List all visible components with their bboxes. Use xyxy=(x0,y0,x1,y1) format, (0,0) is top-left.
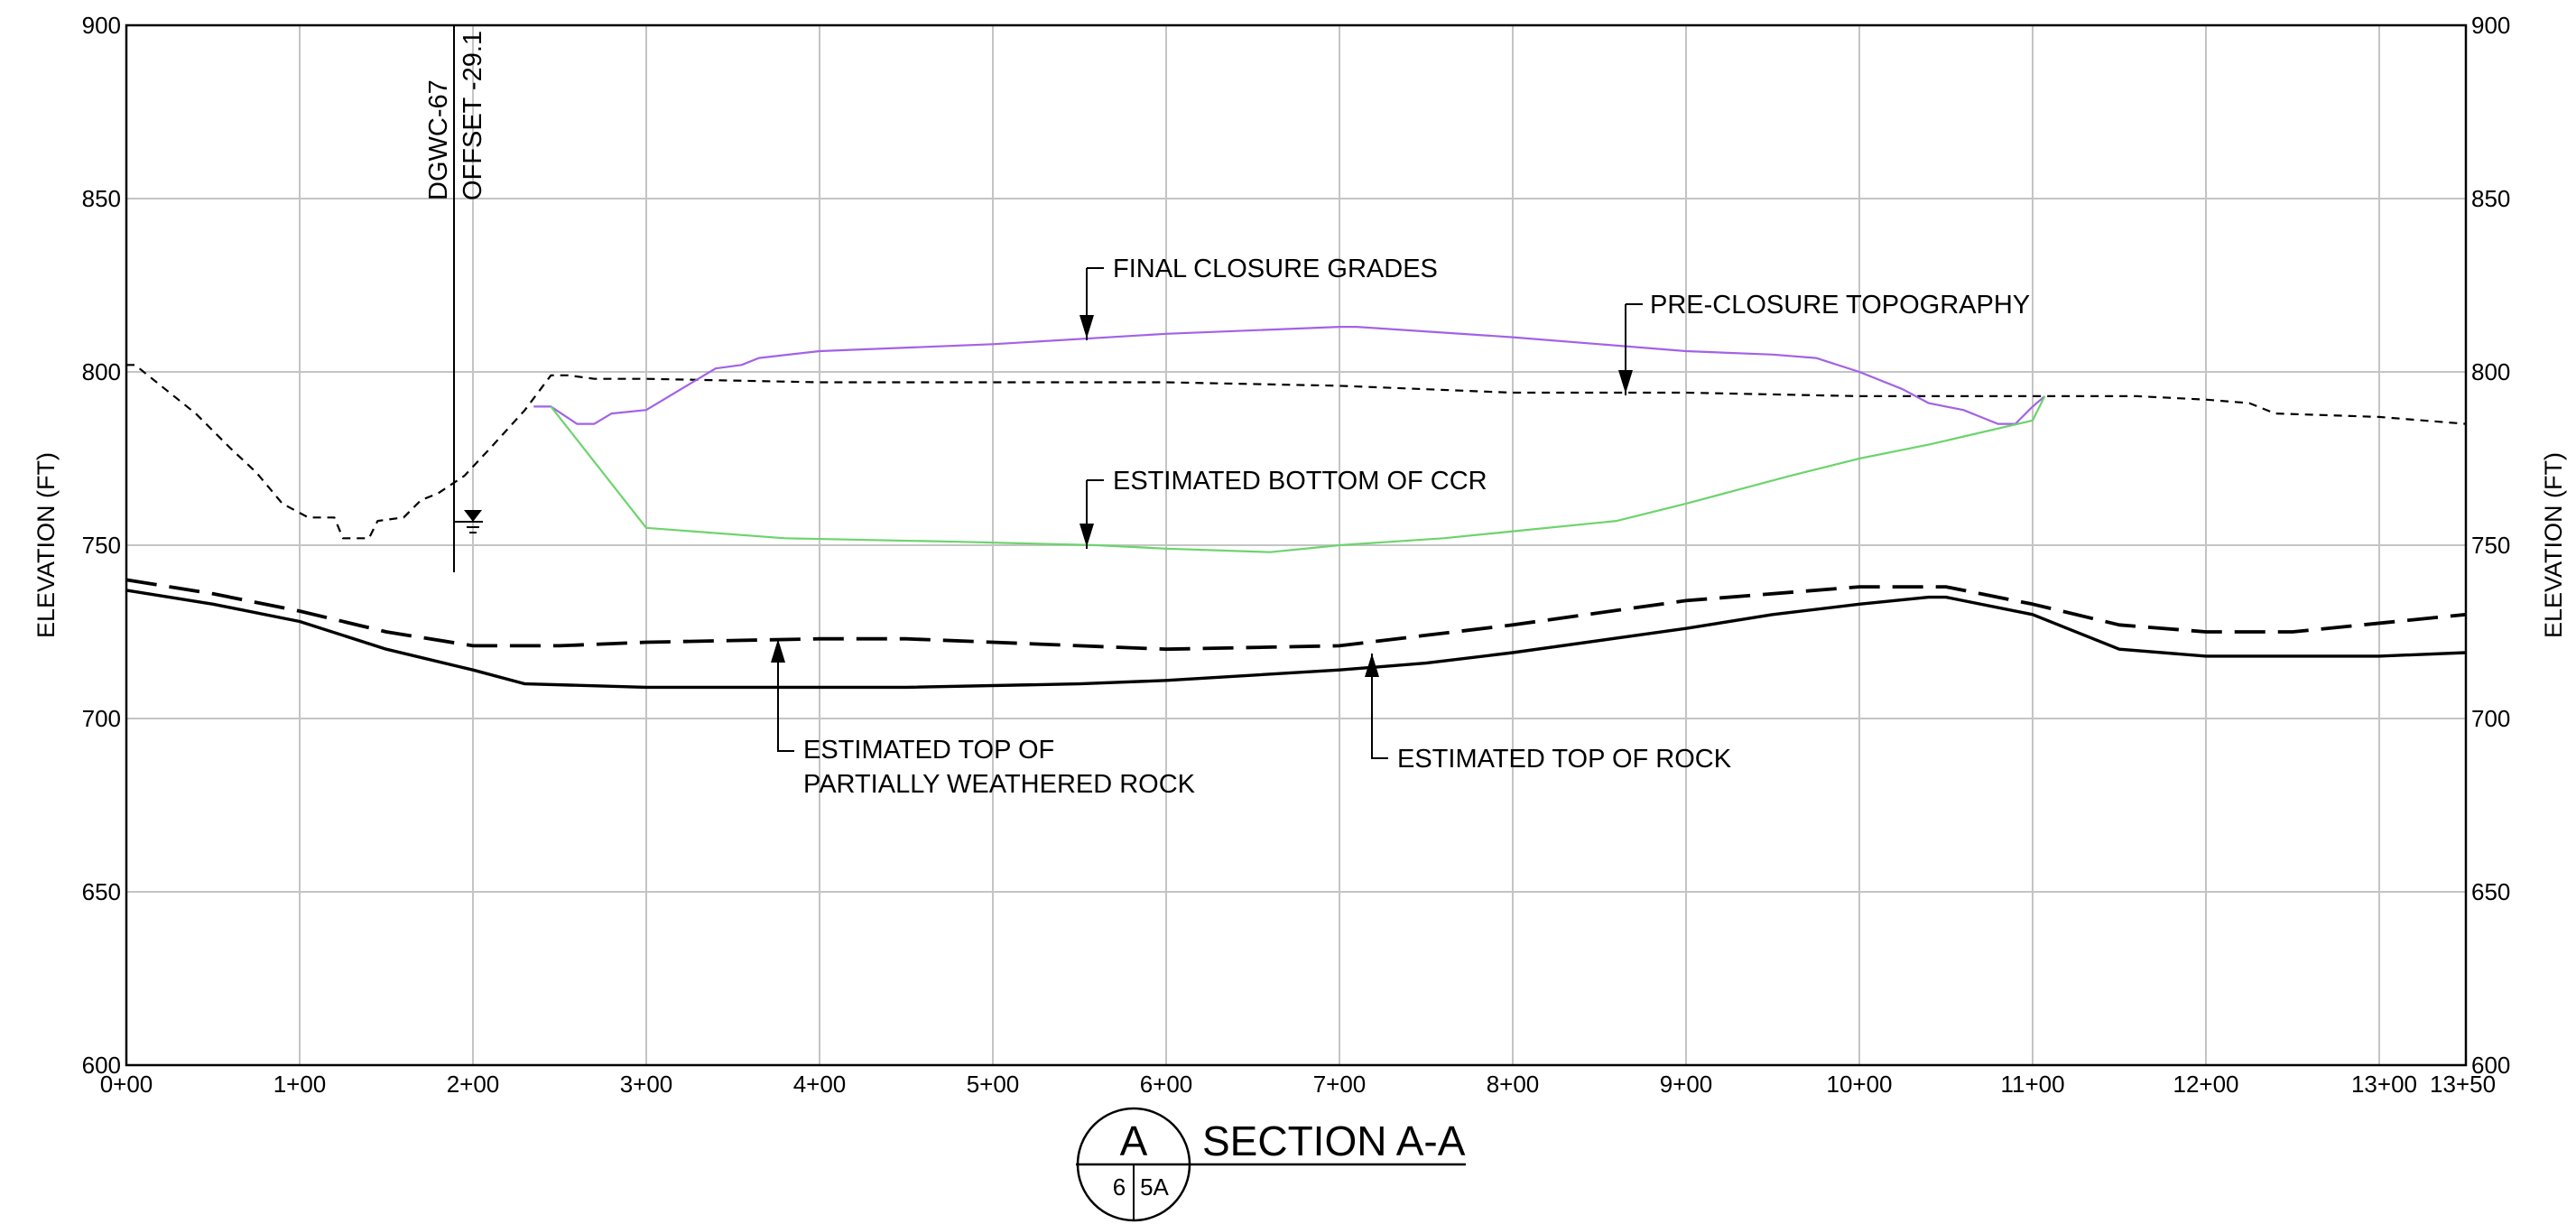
callout-final-closure-grades: FINAL CLOSURE GRADES xyxy=(1080,255,1438,340)
y-tick-label-left: 850 xyxy=(82,185,121,212)
grid xyxy=(126,25,2466,1065)
y-tick-label-right: 900 xyxy=(2471,12,2510,39)
section-title: SECTION A-A xyxy=(1202,1117,1466,1164)
x-tick-label: 8+00 xyxy=(1487,1071,1540,1098)
section-title-block: A 6 5A SECTION A-A xyxy=(1076,1107,1466,1222)
callout-label: ESTIMATED TOP OF ROCK xyxy=(1397,745,1732,774)
arrowhead-icon xyxy=(1080,315,1094,338)
x-tick-label: 12+00 xyxy=(2173,1071,2238,1098)
series-line-bottom-ccr xyxy=(550,395,2046,553)
x-tick-label: 10+00 xyxy=(1826,1071,1892,1098)
plot-frame xyxy=(125,23,2468,1067)
x-tick-label: 0+00 xyxy=(100,1071,153,1098)
leader-line xyxy=(777,639,794,752)
arrowhead-icon xyxy=(1365,654,1379,677)
y-tick-label-right: 650 xyxy=(2471,878,2510,905)
series-line-rock xyxy=(125,589,2467,690)
x-tick-label: 13+50 xyxy=(2430,1071,2496,1098)
y-tick-label-left: 750 xyxy=(82,532,121,559)
well-name: DGWC-67 xyxy=(424,79,453,200)
arrowhead-icon xyxy=(1080,524,1094,547)
x-tick-label: 7+00 xyxy=(1313,1071,1367,1098)
well-offset: OFFSET -29.1 xyxy=(459,31,487,200)
y-tick-label-left: 700 xyxy=(82,705,121,732)
x-tick-label: 2+00 xyxy=(447,1071,500,1098)
y-axis-label-right: ELEVATION (FT) xyxy=(2540,452,2567,638)
profile-lines xyxy=(125,326,2467,690)
well-dgwc-67: DGWC-67 OFFSET -29.1 xyxy=(424,25,487,572)
sheet-ref-left: 6 xyxy=(1113,1173,1126,1201)
y-tick-label-right: 700 xyxy=(2471,705,2510,732)
x-tick-label: 1+00 xyxy=(273,1071,327,1098)
section-letter: A xyxy=(1120,1117,1148,1164)
callout-pre-closure-topography: PRE-CLOSURE TOPOGRAPHY xyxy=(1618,291,2030,395)
callout-label: PRE-CLOSURE TOPOGRAPHY xyxy=(1650,291,2030,320)
y-tick-label-right: 800 xyxy=(2471,358,2510,385)
callout-partially-weathered-rock: ESTIMATED TOP OF PARTIALLY WEATHERED ROC… xyxy=(771,639,1196,799)
y-tick-label-left: 650 xyxy=(82,878,121,905)
leader-line xyxy=(1371,654,1388,759)
axis-ticks: 0+00 1+00 2+00 3+00 4+00 5+00 6+00 7+00 8+00 9+00… xyxy=(82,12,2511,1098)
x-tick-label: 5+00 xyxy=(967,1071,1020,1098)
water-level-icon xyxy=(464,510,482,522)
callout-label: ESTIMATED BOTTOM OF CCR xyxy=(1113,467,1487,496)
callout-label: PARTIALLY WEATHERED ROCK xyxy=(803,770,1196,799)
y-tick-label-right: 850 xyxy=(2471,185,2510,212)
y-tick-label-left: 800 xyxy=(82,358,121,385)
arrowhead-icon xyxy=(771,639,785,663)
x-tick-label: 4+00 xyxy=(793,1071,847,1098)
x-tick-label: 9+00 xyxy=(1660,1071,1713,1098)
callout-top-of-rock: ESTIMATED TOP OF ROCK xyxy=(1365,654,1732,774)
y-tick-label-right: 600 xyxy=(2471,1052,2510,1079)
y-tick-label-left: 900 xyxy=(82,12,121,39)
x-tick-label: 6+00 xyxy=(1140,1071,1193,1098)
callout-label: ESTIMATED TOP OF xyxy=(803,736,1054,765)
x-tick-label: 13+00 xyxy=(2351,1071,2417,1098)
series-line-pwr xyxy=(125,578,2467,652)
callout-estimated-bottom-of-ccr: ESTIMATED BOTTOM OF CCR xyxy=(1080,467,1487,549)
callout-label: FINAL CLOSURE GRADES xyxy=(1113,255,1438,283)
y-axis-label-left: ELEVATION (FT) xyxy=(32,452,60,638)
x-tick-label: 3+00 xyxy=(620,1071,673,1098)
arrowhead-icon xyxy=(1618,370,1633,394)
y-tick-label-left: 600 xyxy=(82,1052,121,1079)
series-line-final-closure xyxy=(533,326,2046,425)
x-tick-label: 11+00 xyxy=(2000,1071,2064,1098)
series-line-pre-closure xyxy=(126,364,2467,540)
sheet-ref-right: 5A xyxy=(1140,1173,1169,1201)
y-tick-label-right: 750 xyxy=(2471,532,2510,559)
